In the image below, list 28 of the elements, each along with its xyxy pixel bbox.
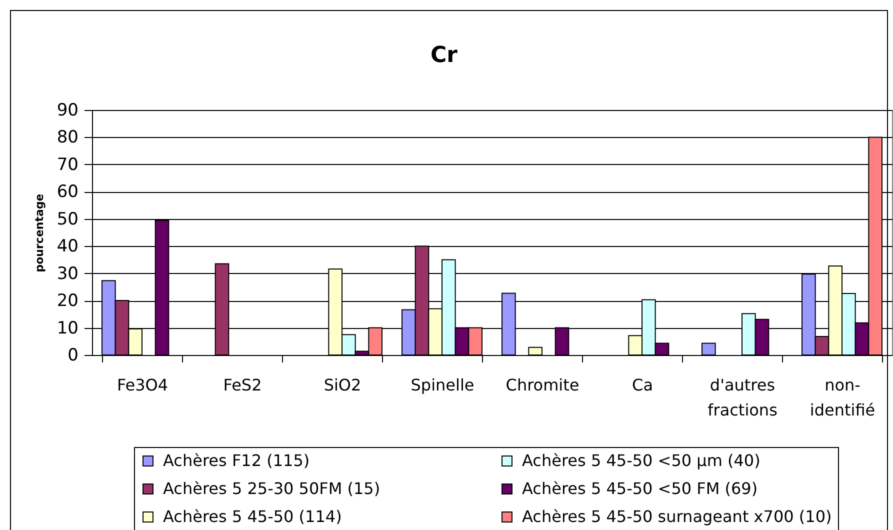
y-axis-title: pourcentage: [32, 194, 46, 272]
x-tick-label: FeS2: [223, 376, 262, 394]
chart-title: Cr: [430, 43, 458, 68]
bar: [528, 346, 542, 356]
y-tick-label: 40: [56, 236, 78, 257]
legend-label: Achères 5 25-30 50FM (15): [163, 479, 380, 498]
legend-label: Achères F12 (115): [163, 451, 310, 470]
y-tick-label: 80: [56, 128, 78, 148]
x-tick-label: Chromite: [506, 376, 580, 394]
y-tick-label: 50: [56, 209, 78, 230]
legend-label: Achères 5 45-50 <50 FM (69): [522, 479, 758, 498]
y-tick-label: 20: [56, 291, 78, 312]
legend-label: Achères 5 45-50 (114): [163, 507, 342, 526]
legend-label: Achères 5 45-50 <50 µm (40): [522, 451, 760, 470]
x-tick-label: Fe3O4: [116, 376, 168, 394]
x-tick-label: non-identifié: [810, 376, 876, 420]
y-tick-label: 70: [56, 154, 78, 175]
bar: [702, 342, 716, 356]
legend-label: Achères 5 45-50 surnageant x700 (10): [522, 507, 832, 526]
x-tick-label: Spinelle: [410, 376, 474, 394]
y-tick-label: 0: [68, 346, 78, 366]
x-tick-label: d'autres fractions: [708, 376, 778, 420]
x-tick-label: Ca: [632, 376, 653, 394]
y-tick-label: 60: [56, 182, 78, 202]
y-tick-label: 90: [56, 100, 78, 120]
y-tick-label: 30: [56, 264, 78, 284]
y-tick-label: 10: [56, 318, 78, 338]
x-tick-label: SiO2: [324, 376, 362, 394]
